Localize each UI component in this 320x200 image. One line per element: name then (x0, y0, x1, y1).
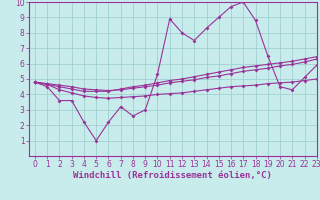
X-axis label: Windchill (Refroidissement éolien,°C): Windchill (Refroidissement éolien,°C) (73, 171, 272, 180)
